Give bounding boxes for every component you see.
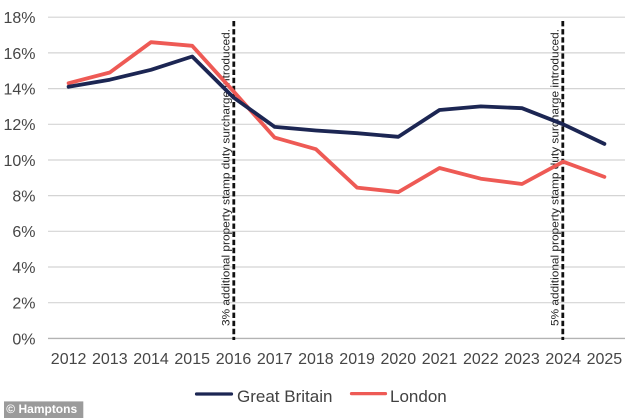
svg-text:2013: 2013	[92, 351, 128, 368]
svg-text:6%: 6%	[12, 224, 35, 241]
svg-text:2024: 2024	[545, 351, 581, 368]
svg-text:© Hamptons: © Hamptons	[6, 402, 77, 416]
svg-text:8%: 8%	[12, 189, 35, 206]
svg-text:5% additional property stamp d: 5% additional property stamp duty surcha…	[550, 29, 562, 326]
svg-text:London: London	[390, 387, 447, 406]
svg-text:2025: 2025	[587, 351, 623, 368]
svg-text:4%: 4%	[12, 260, 35, 277]
svg-text:2014: 2014	[133, 351, 169, 368]
svg-text:2016: 2016	[216, 351, 252, 368]
svg-text:10%: 10%	[3, 153, 35, 170]
svg-text:2022: 2022	[463, 351, 499, 368]
svg-text:2012: 2012	[51, 351, 87, 368]
svg-text:2021: 2021	[422, 351, 458, 368]
svg-text:2018: 2018	[298, 351, 334, 368]
svg-text:Great Britain: Great Britain	[237, 387, 332, 406]
svg-text:2023: 2023	[504, 351, 540, 368]
svg-text:3% additional property stamp d: 3% additional property stamp duty surcha…	[221, 29, 233, 326]
svg-text:2017: 2017	[257, 351, 293, 368]
svg-text:2015: 2015	[174, 351, 210, 368]
svg-text:16%: 16%	[3, 46, 35, 63]
svg-text:2%: 2%	[12, 296, 35, 313]
svg-text:12%: 12%	[3, 117, 35, 134]
svg-text:2020: 2020	[381, 351, 417, 368]
svg-text:18%: 18%	[3, 10, 35, 27]
svg-text:0%: 0%	[12, 331, 35, 348]
svg-text:2019: 2019	[339, 351, 375, 368]
svg-text:14%: 14%	[3, 82, 35, 99]
